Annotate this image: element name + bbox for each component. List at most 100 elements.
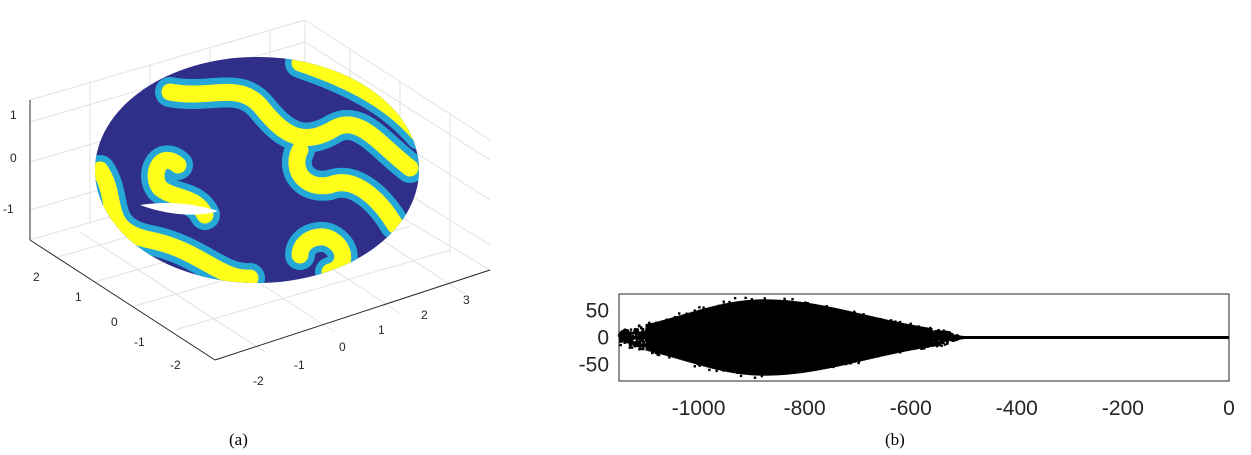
data-point-band xyxy=(690,311,694,364)
data-point-band xyxy=(774,299,778,376)
data-point xyxy=(728,300,731,304)
data-point xyxy=(640,326,643,329)
data-point-band xyxy=(900,322,904,353)
data-point-band xyxy=(829,307,833,368)
data-point xyxy=(625,332,629,335)
data-point xyxy=(715,369,718,373)
data-point xyxy=(693,309,696,312)
x-tick-labels: -2 -1 0 1 2 3 xyxy=(253,293,470,388)
surface-plot: 1 0 -1 2 1 0 -1 -2 -2 -1 0 1 2 3 xyxy=(3,19,491,388)
data-point-band xyxy=(908,324,912,351)
data-point xyxy=(637,344,640,348)
data-point-band xyxy=(841,309,845,366)
data-point-band xyxy=(745,300,749,375)
data-point-band xyxy=(748,299,752,376)
data-point xyxy=(642,346,645,349)
data-point xyxy=(943,343,947,346)
data-point xyxy=(641,339,644,343)
data-point xyxy=(937,337,941,340)
data-point-band xyxy=(826,306,830,369)
data-point-band xyxy=(686,313,690,362)
x-ticks: -1000 -800 -600 -400 -200 0 xyxy=(672,397,1235,420)
data-point xyxy=(939,331,942,335)
data-point-band xyxy=(757,299,761,376)
data-point xyxy=(622,329,626,332)
data-point xyxy=(943,335,946,339)
data-point-band xyxy=(898,322,902,353)
data-point xyxy=(935,336,939,339)
data-point-band xyxy=(843,310,847,365)
data-point-band xyxy=(838,309,842,366)
data-point xyxy=(932,344,935,347)
data-point xyxy=(951,335,955,338)
data-point xyxy=(946,333,950,336)
data-point xyxy=(937,333,941,337)
data-point-band xyxy=(724,303,728,372)
data-point-band xyxy=(750,299,754,376)
data-point xyxy=(934,331,938,334)
surface-slit xyxy=(140,202,218,215)
data-point xyxy=(953,335,956,339)
data-point-band xyxy=(695,310,699,365)
data-point-band xyxy=(659,320,663,355)
data-point-band xyxy=(927,327,931,348)
data-point xyxy=(939,339,942,342)
x-tick-label: 0 xyxy=(1223,397,1235,420)
data-point xyxy=(941,341,944,345)
data-point xyxy=(962,336,965,339)
data-point xyxy=(624,334,628,338)
data-point xyxy=(633,328,637,331)
data-point-band xyxy=(738,300,742,375)
data-point-band xyxy=(891,320,895,355)
data-point xyxy=(630,340,634,344)
data-point-band xyxy=(874,317,878,358)
scatter-plot: 50 0 -50 -1000 -800 -600 -400 -200 0 xyxy=(579,293,1235,420)
data-point-band xyxy=(855,312,859,363)
y-tick-label: 50 xyxy=(586,299,609,322)
caption-a: (a) xyxy=(229,430,248,449)
data-point xyxy=(932,336,935,340)
data-point xyxy=(642,340,646,343)
caption-b: (b) xyxy=(885,430,905,449)
data-point xyxy=(941,336,944,339)
plot-frame xyxy=(618,293,1230,382)
data-point xyxy=(920,347,923,351)
data-point xyxy=(629,338,632,342)
data-point xyxy=(638,348,641,351)
data-point xyxy=(620,330,624,333)
data-point-band xyxy=(662,319,666,356)
data-point-band xyxy=(767,299,771,376)
data-point xyxy=(952,337,955,340)
data-point-band xyxy=(853,312,857,363)
data-point-band xyxy=(910,324,914,351)
data-point xyxy=(628,346,632,349)
data-point-band xyxy=(819,305,823,370)
data-point-band xyxy=(877,317,881,358)
x-tick-label: -600 xyxy=(890,397,932,420)
data-point-band xyxy=(798,301,802,374)
data-point xyxy=(943,338,946,341)
data-point xyxy=(862,313,865,316)
data-point xyxy=(753,376,757,379)
data-point-band xyxy=(667,318,671,357)
data-point xyxy=(678,312,681,315)
data-point xyxy=(639,334,642,337)
data-point-band xyxy=(929,328,933,347)
data-point xyxy=(620,340,624,343)
data-point-band xyxy=(717,304,721,371)
data-point xyxy=(632,343,636,347)
data-point-band xyxy=(705,307,709,368)
data-point xyxy=(627,340,630,343)
data-point xyxy=(668,356,671,359)
data-point xyxy=(621,333,624,337)
data-point xyxy=(760,374,764,378)
data-point-band xyxy=(917,326,921,349)
data-point xyxy=(791,297,794,301)
data-point-band xyxy=(714,305,718,370)
data-point-band xyxy=(712,306,716,369)
data-point xyxy=(958,336,962,339)
data-point-band xyxy=(793,301,797,374)
data-point-band xyxy=(674,316,678,359)
data-point xyxy=(635,331,639,334)
data-point xyxy=(909,322,912,325)
